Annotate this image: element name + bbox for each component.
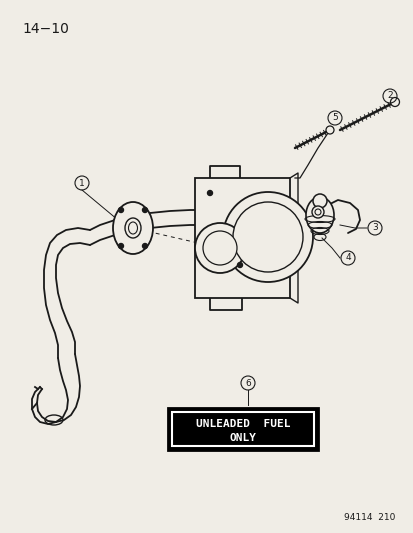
Bar	[195, 178, 289, 298]
Circle shape	[142, 244, 147, 248]
Circle shape	[207, 190, 212, 196]
Circle shape	[312, 194, 326, 208]
Circle shape	[389, 98, 399, 107]
Circle shape	[223, 192, 312, 282]
Circle shape	[311, 206, 323, 218]
Ellipse shape	[305, 197, 333, 233]
Circle shape	[202, 231, 236, 265]
Ellipse shape	[125, 218, 141, 238]
Circle shape	[142, 207, 147, 213]
Ellipse shape	[113, 202, 153, 254]
Text: 5: 5	[331, 114, 337, 123]
Text: 2: 2	[386, 92, 392, 101]
Text: 94114  210: 94114 210	[343, 513, 394, 522]
Bar	[171, 412, 313, 446]
Text: 3: 3	[371, 223, 377, 232]
Circle shape	[325, 126, 333, 134]
Text: 14−10: 14−10	[22, 22, 69, 36]
Text: 6: 6	[244, 378, 250, 387]
Circle shape	[233, 202, 302, 272]
Text: ONLY: ONLY	[229, 433, 256, 443]
Circle shape	[237, 262, 242, 268]
Text: UNLEADED  FUEL: UNLEADED FUEL	[195, 419, 290, 429]
Bar	[168, 408, 317, 450]
Circle shape	[118, 244, 123, 248]
Text: 1: 1	[79, 179, 85, 188]
Text: 4: 4	[344, 254, 350, 262]
Circle shape	[118, 207, 123, 213]
Circle shape	[195, 223, 244, 273]
